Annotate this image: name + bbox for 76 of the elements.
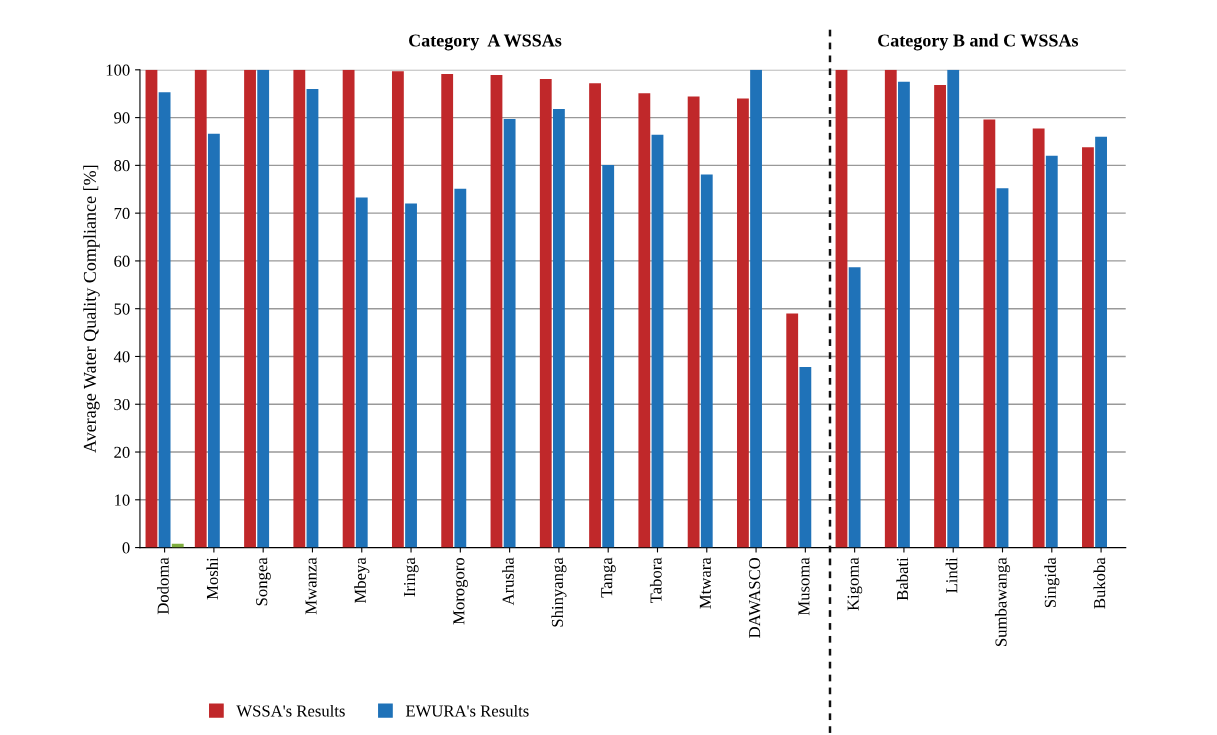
x-tick-label: Tanga: [601, 557, 616, 598]
y-tick-label: 100: [106, 64, 130, 76]
x-tick-label: Lindi: [945, 557, 958, 593]
bar: [835, 69, 848, 548]
bar: [996, 188, 1009, 548]
y-tick-label: 30: [114, 398, 130, 411]
bar: [884, 69, 897, 548]
bar: [342, 69, 355, 548]
x-tick-label: DAWASCO: [749, 557, 761, 638]
bar: [306, 88, 319, 548]
bar: [737, 98, 749, 548]
bar: [700, 174, 713, 548]
bar: [898, 81, 910, 548]
bar: [638, 93, 651, 548]
x-tick-label: Moshi: [206, 557, 219, 600]
y-tick-label: 90: [114, 112, 130, 124]
bar: [786, 313, 799, 548]
bar: [405, 203, 417, 548]
y-tick-label: 0: [122, 542, 130, 554]
x-tick-label: Shinyanga: [551, 557, 567, 627]
bar: [441, 74, 454, 548]
bar: [651, 134, 664, 548]
y-tick-label: 70: [114, 207, 130, 220]
bar: [490, 75, 503, 548]
x-tick-label: Sumbawanga: [994, 557, 1011, 646]
bar: [552, 109, 565, 548]
bar: [539, 78, 552, 548]
bar: [1045, 155, 1058, 548]
bar: [257, 69, 270, 548]
y-axis-title: Average Water Quality Compliance [%]: [83, 165, 100, 453]
x-tick-label: Singida: [1044, 557, 1060, 608]
x-tick-label: Iringa: [403, 557, 419, 597]
bar: [391, 71, 404, 548]
x-tick-label: Morogoro: [453, 557, 468, 625]
bar: [750, 69, 762, 548]
y-tick-label: 60: [114, 255, 130, 267]
x-tick-label: Babati: [896, 557, 909, 601]
bar: [454, 188, 467, 548]
bar: [244, 69, 256, 548]
bar: [799, 366, 812, 548]
x-tick-label: Kigoma: [847, 557, 863, 611]
bar: [947, 69, 960, 548]
x-tick-label: Mbeya: [354, 557, 370, 604]
y-tick-label: 20: [114, 446, 130, 458]
bar: [194, 69, 207, 548]
text: Category A WSSAs: [409, 34, 562, 51]
bar: [355, 197, 368, 548]
legend-label: WSSA's Results: [236, 704, 345, 717]
y-tick-label: 10: [115, 494, 130, 506]
bar: [293, 69, 306, 548]
x-tick-label: Mwanza: [305, 557, 317, 615]
bar: [207, 133, 220, 548]
x-tick-label: Mtwara: [699, 557, 711, 609]
bar: [145, 69, 158, 548]
x-tick-label: Dodoma: [157, 557, 169, 615]
bar: [589, 83, 601, 548]
x-tick-label: Songea: [256, 557, 271, 606]
bar: [158, 92, 171, 548]
x-tick-label: Arusha: [502, 557, 514, 606]
y-tick-label: 40: [113, 351, 130, 363]
bar: [1082, 147, 1094, 548]
text: Category B and C WSSAs: [878, 33, 1079, 51]
bar: [1095, 136, 1107, 548]
bar: [503, 119, 516, 548]
bar: [934, 85, 946, 548]
bar: [1032, 128, 1045, 548]
bar: [983, 119, 996, 548]
x-tick-label: Musoma: [798, 557, 810, 616]
bar: [848, 267, 861, 548]
bar: [602, 164, 615, 548]
y-tick-label: 50: [114, 303, 130, 315]
x-tick-label: Tabora: [649, 557, 662, 604]
x-tick-label: Bukoba: [1093, 557, 1106, 609]
legend-label: EWURA's Results: [405, 704, 529, 717]
bar: [687, 96, 700, 548]
y-tick-label: 80: [114, 160, 130, 172]
